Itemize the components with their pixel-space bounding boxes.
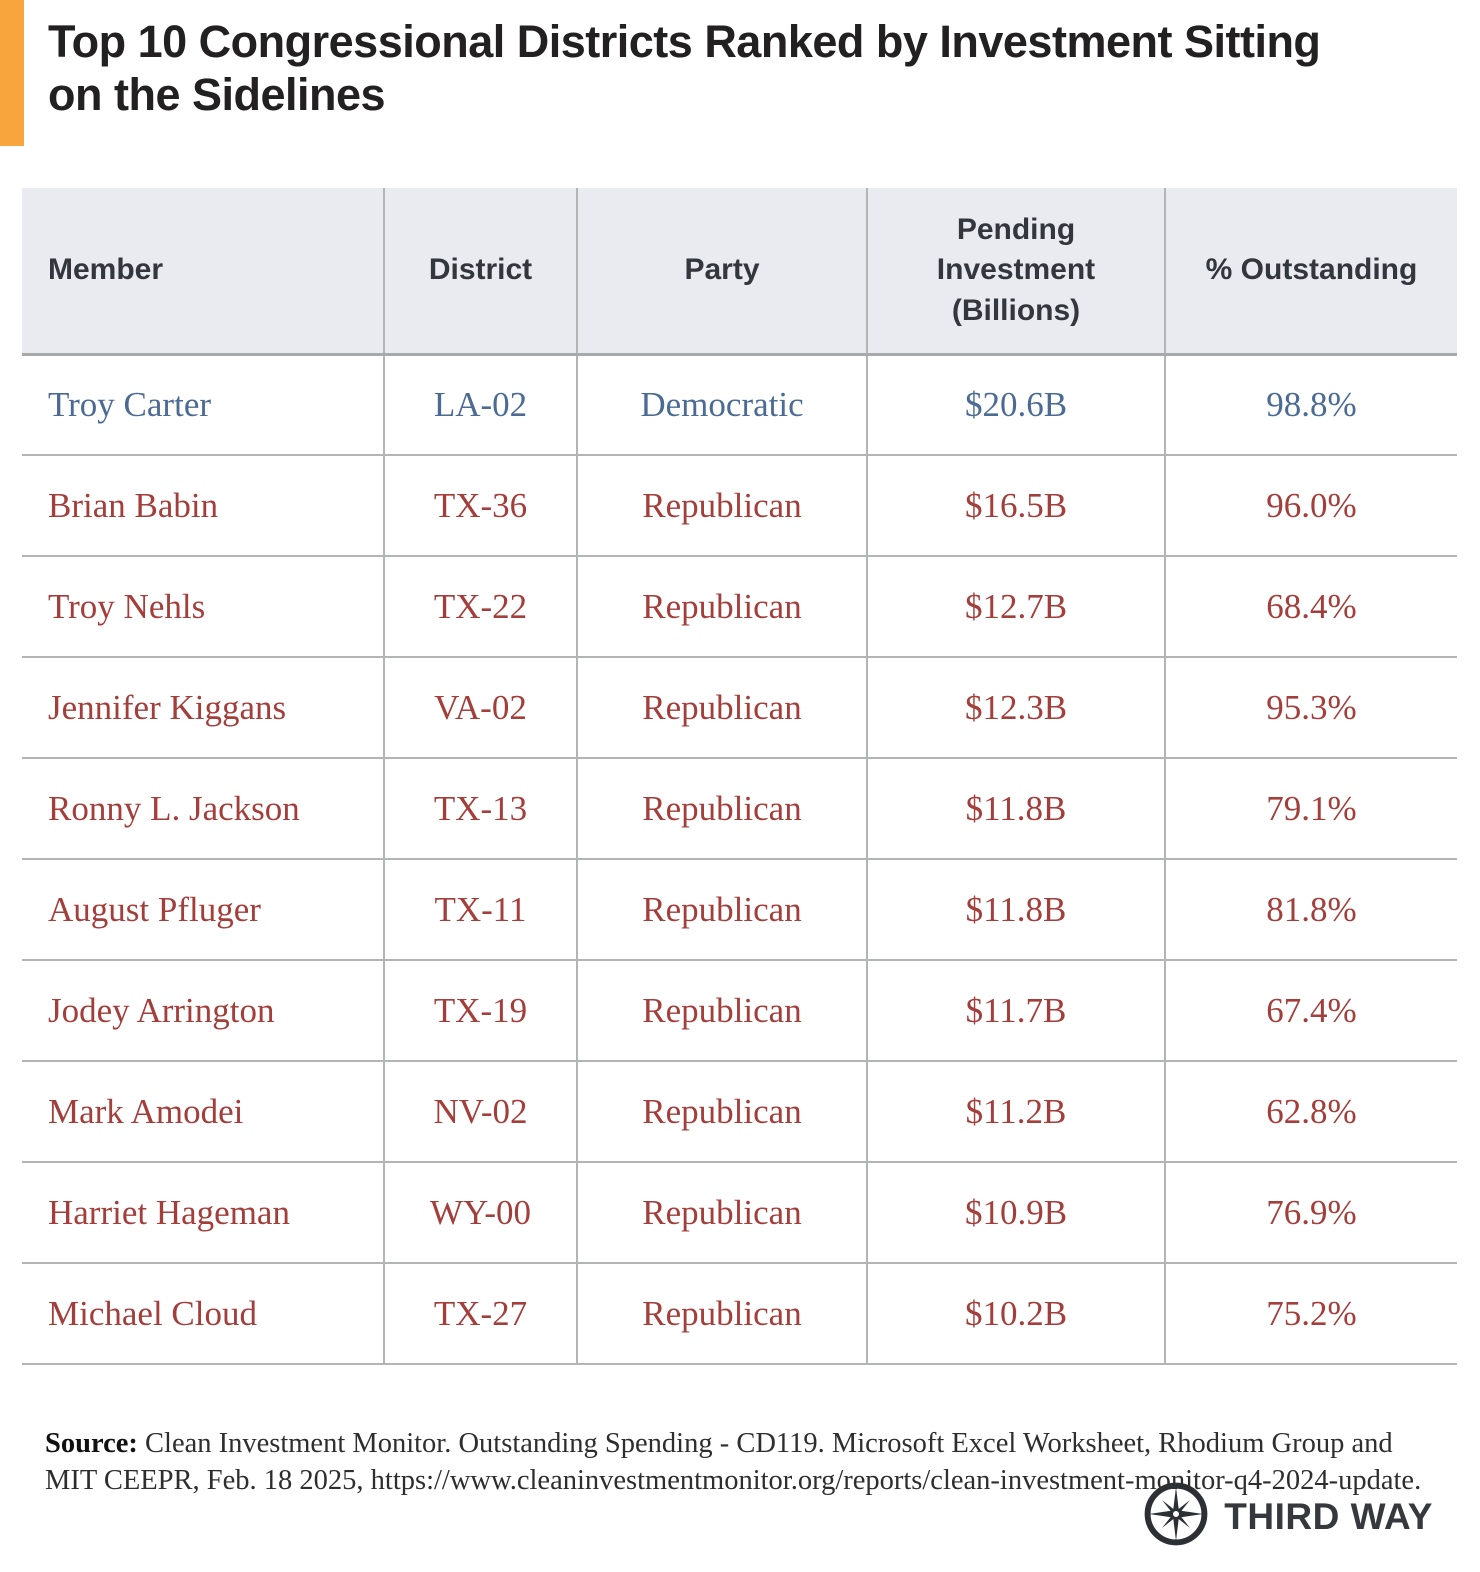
party-cell: Republican <box>577 455 868 557</box>
member-cell: Troy Carter <box>22 354 385 456</box>
pct-outstanding-cell: 95.3% <box>1165 657 1457 759</box>
table-row: Troy Carter LA-02 Democratic $20.6B 98.8% <box>22 354 1457 456</box>
compass-star-icon <box>1143 1481 1209 1552</box>
source-text: Clean Investment Monitor. Outstanding Sp… <box>45 1427 1422 1497</box>
table-header-row: Member District Party Pending Investment… <box>22 188 1457 356</box>
table-row: Jodey Arrington TX-19 Republican $11.7B 67.4… <box>22 960 1457 1062</box>
districts-table: Member District Party Pending Investment… <box>22 188 1457 1365</box>
accent-bar <box>0 0 24 146</box>
pending-investment-cell: $11.8B <box>867 758 1166 860</box>
member-cell: Jodey Arrington <box>22 960 385 1062</box>
source-note: Source: Clean Investment Monitor. Outsta… <box>45 1425 1437 1501</box>
party-cell: Republican <box>577 1162 868 1264</box>
districts-table-container: Member District Party Pending Investment… <box>22 188 1457 1365</box>
party-cell: Republican <box>577 1263 868 1365</box>
district-cell: TX-22 <box>384 556 578 658</box>
district-cell: LA-02 <box>384 354 578 456</box>
pending-investment-cell: $20.6B <box>867 354 1166 456</box>
pending-investment-cell: $12.7B <box>867 556 1166 658</box>
district-cell: TX-13 <box>384 758 578 860</box>
pct-outstanding-cell: 96.0% <box>1165 455 1457 557</box>
header-member: Member <box>22 188 385 356</box>
pending-investment-cell: $10.9B <box>867 1162 1166 1264</box>
page-title: Top 10 Congressional Districts Ranked by… <box>48 16 1321 120</box>
pct-outstanding-cell: 81.8% <box>1165 859 1457 961</box>
member-cell: August Pfluger <box>22 859 385 961</box>
pending-investment-cell: $10.2B <box>867 1263 1166 1365</box>
pct-outstanding-cell: 75.2% <box>1165 1263 1457 1365</box>
table-header: Member District Party Pending Investment… <box>22 188 1457 356</box>
table-row: Michael Cloud TX-27 Republican $10.2B 75.2% <box>22 1263 1457 1365</box>
header-party: Party <box>577 188 868 356</box>
header-pct-outstanding: % Outstanding <box>1165 188 1457 356</box>
party-cell: Republican <box>577 657 868 759</box>
district-cell: VA-02 <box>384 657 578 759</box>
party-cell: Republican <box>577 758 868 860</box>
table-body: Troy Carter LA-02 Democratic $20.6B 98.8% Bri… <box>22 354 1457 1365</box>
member-cell: Mark Amodei <box>22 1061 385 1163</box>
pct-outstanding-cell: 67.4% <box>1165 960 1457 1062</box>
district-cell: WY-00 <box>384 1162 578 1264</box>
pct-outstanding-cell: 98.8% <box>1165 354 1457 456</box>
district-cell: NV-02 <box>384 1061 578 1163</box>
member-cell: Ronny L. Jackson <box>22 758 385 860</box>
district-cell: TX-27 <box>384 1263 578 1365</box>
table-row: Troy Nehls TX-22 Republican $12.7B 68.4% <box>22 556 1457 658</box>
district-cell: TX-19 <box>384 960 578 1062</box>
member-cell: Brian Babin <box>22 455 385 557</box>
table-row: Harriet Hageman WY-00 Republican $10.9B 76.9… <box>22 1162 1457 1264</box>
pending-investment-cell: $11.7B <box>867 960 1166 1062</box>
third-way-logo-text: THIRD WAY <box>1224 1495 1433 1537</box>
table-row: Ronny L. Jackson TX-13 Republican $11.8B 79.… <box>22 758 1457 860</box>
table-row: Mark Amodei NV-02 Republican $11.2B 62.8% <box>22 1061 1457 1163</box>
source-label: Source: <box>45 1427 138 1459</box>
party-cell: Republican <box>577 859 868 961</box>
header-district: District <box>384 188 578 356</box>
party-cell: Republican <box>577 556 868 658</box>
table-row: Brian Babin TX-36 Republican $16.5B 96.0% <box>22 455 1457 557</box>
party-cell: Republican <box>577 960 868 1062</box>
district-cell: TX-36 <box>384 455 578 557</box>
district-cell: TX-11 <box>384 859 578 961</box>
member-cell: Harriet Hageman <box>22 1162 385 1264</box>
header-pending-investment: Pending Investment (Billions) <box>867 188 1166 356</box>
pending-investment-cell: $11.8B <box>867 859 1166 961</box>
member-cell: Michael Cloud <box>22 1263 385 1365</box>
party-cell: Republican <box>577 1061 868 1163</box>
table-row: August Pfluger TX-11 Republican $11.8B 81.8% <box>22 859 1457 961</box>
table-row: Jennifer Kiggans VA-02 Republican $12.3B 95.… <box>22 657 1457 759</box>
pending-investment-cell: $12.3B <box>867 657 1166 759</box>
pending-investment-cell: $16.5B <box>867 455 1166 557</box>
pct-outstanding-cell: 79.1% <box>1165 758 1457 860</box>
party-cell: Democratic <box>577 354 868 456</box>
pending-investment-cell: $11.2B <box>867 1061 1166 1163</box>
pct-outstanding-cell: 68.4% <box>1165 556 1457 658</box>
third-way-logo: THIRD WAY <box>1143 1481 1433 1552</box>
pct-outstanding-cell: 62.8% <box>1165 1061 1457 1163</box>
member-cell: Troy Nehls <box>22 556 385 658</box>
member-cell: Jennifer Kiggans <box>22 657 385 759</box>
pct-outstanding-cell: 76.9% <box>1165 1162 1457 1264</box>
